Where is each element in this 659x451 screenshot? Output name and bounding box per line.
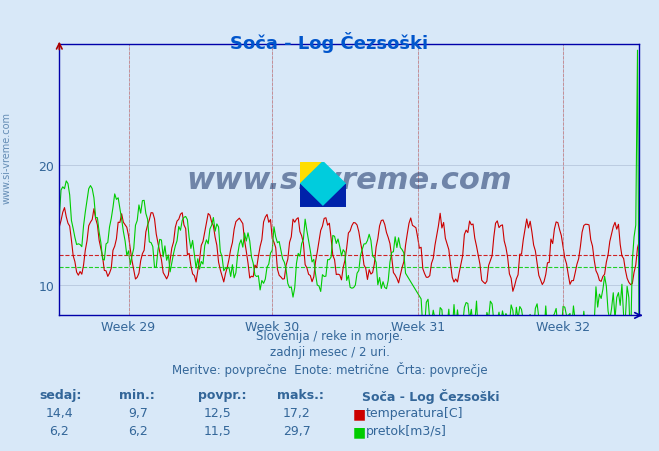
Text: 14,4: 14,4 <box>45 406 73 419</box>
Text: temperatura[C]: temperatura[C] <box>366 406 463 419</box>
Text: 9,7: 9,7 <box>129 406 148 419</box>
Text: www.si-vreme.com: www.si-vreme.com <box>1 112 12 204</box>
Text: www.si-vreme.com: www.si-vreme.com <box>186 166 512 195</box>
Text: sedaj:: sedaj: <box>40 388 82 401</box>
Text: Soča - Log Čezsoški: Soča - Log Čezsoški <box>362 388 500 403</box>
Text: pretok[m3/s]: pretok[m3/s] <box>366 424 447 437</box>
Text: zadnji mesec / 2 uri.: zadnji mesec / 2 uri. <box>270 345 389 358</box>
Text: 6,2: 6,2 <box>129 424 148 437</box>
Text: min.:: min.: <box>119 388 154 401</box>
Polygon shape <box>300 185 346 207</box>
Text: 17,2: 17,2 <box>283 406 310 419</box>
Text: maks.:: maks.: <box>277 388 324 401</box>
Polygon shape <box>300 162 346 207</box>
Text: povpr.:: povpr.: <box>198 388 246 401</box>
Text: 29,7: 29,7 <box>283 424 310 437</box>
Text: Soča - Log Čezsoški: Soča - Log Čezsoški <box>231 32 428 52</box>
Text: 12,5: 12,5 <box>204 406 231 419</box>
Text: ■: ■ <box>353 406 366 420</box>
Text: ■: ■ <box>353 424 366 438</box>
Polygon shape <box>300 162 323 185</box>
Text: 6,2: 6,2 <box>49 424 69 437</box>
Text: Slovenija / reke in morje.: Slovenija / reke in morje. <box>256 329 403 342</box>
Text: Meritve: povprečne  Enote: metrične  Črta: povprečje: Meritve: povprečne Enote: metrične Črta:… <box>172 361 487 376</box>
Text: 11,5: 11,5 <box>204 424 231 437</box>
